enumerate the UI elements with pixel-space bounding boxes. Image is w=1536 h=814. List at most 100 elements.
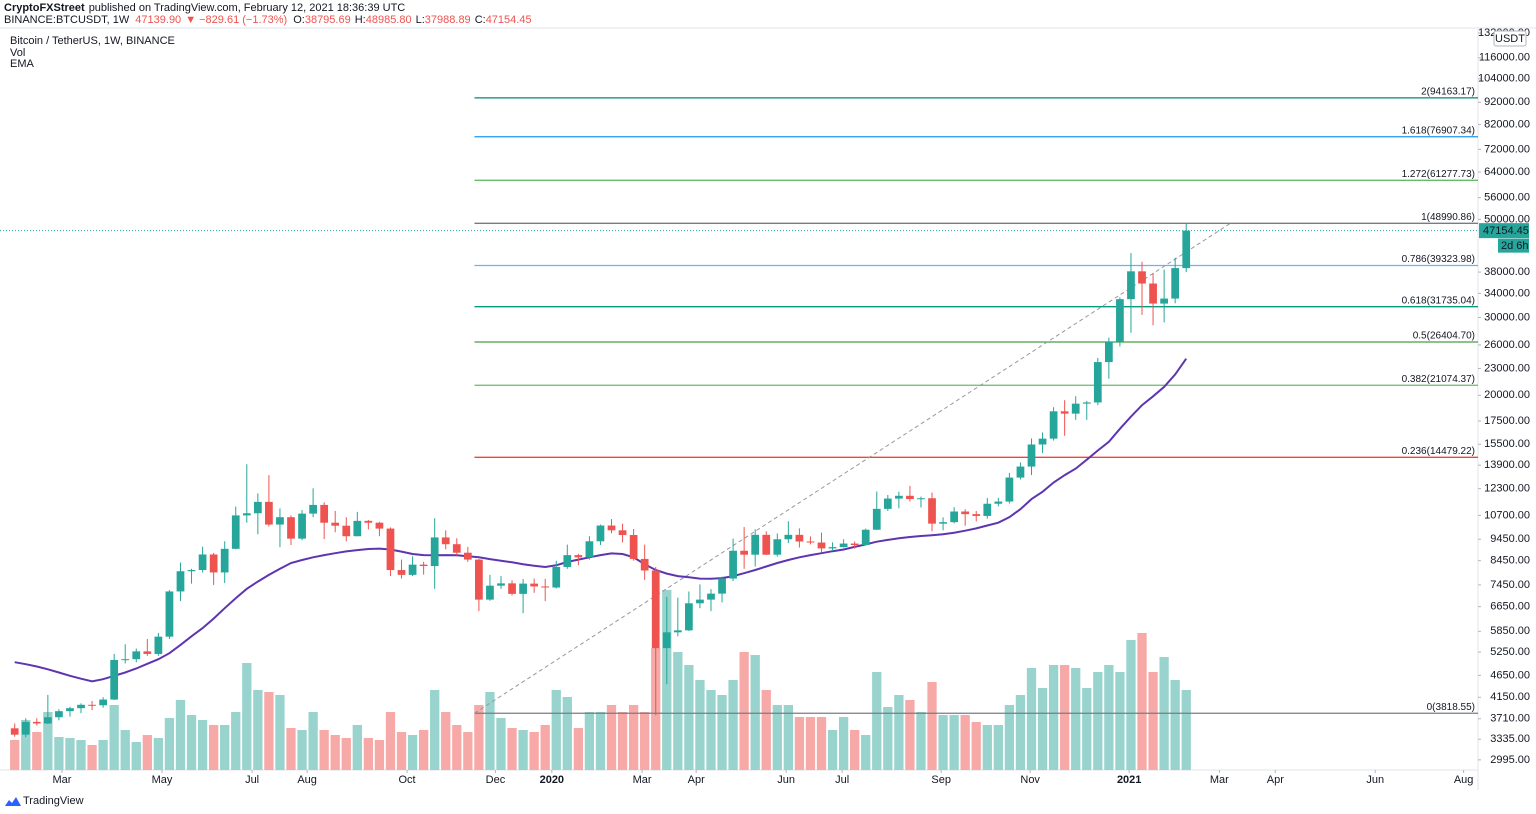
volume-bar [794,717,805,770]
volume-bar [10,740,20,770]
volume-bar [153,738,164,770]
volume-bar [142,735,152,770]
x-tick-label: 2021 [1117,774,1141,786]
volume-bar [418,730,429,770]
candle-body [828,547,837,549]
candle-body [220,548,229,573]
y-tick-label: 104000.00 [1478,73,1530,85]
candle-body [883,498,892,509]
volume-bar [640,712,650,770]
volume-bar [1170,680,1180,770]
candle-body [320,504,329,523]
candle-body [696,599,704,604]
candle-body [132,651,141,660]
x-tick-label: Mar [1210,774,1229,786]
candle-body [574,555,583,558]
ohlc-key: L: [416,14,425,26]
volume-bar [838,717,849,770]
candle-body [1060,411,1069,414]
candle-body [1104,341,1113,363]
volume-bar [264,692,274,770]
candle-body [795,534,804,542]
candle-body [452,544,461,553]
x-tick-label: Jun [1366,774,1384,786]
volume-bar [573,728,583,770]
candle-body [707,593,715,600]
candle-body [662,632,671,649]
volume-bar [728,680,738,770]
volume-bar [186,715,197,770]
volume-bar [32,732,42,770]
ohlc-value: 47154.45 [486,14,532,26]
candle-body [88,704,96,706]
volume-bar [905,700,915,770]
currency-box[interactable] [1493,30,1527,47]
y-tick-label: 9450.00 [1490,533,1530,545]
currency[interactable]: USDT [1495,33,1525,45]
volume-bar [1015,695,1026,770]
candle-body [77,704,85,709]
volume-bar [208,725,219,770]
volume-bar [1137,633,1147,770]
volume-bar [982,725,992,770]
volume-bar [407,735,418,770]
x-tick-label: Apr [1267,774,1284,786]
volume-bar [352,725,362,770]
volume-bar [297,730,307,770]
candle-body [253,501,262,514]
candle-body [640,558,649,571]
volume-bar [220,725,230,770]
fib-label: 2(94163.17) [1421,86,1475,97]
volume-bar [584,712,595,770]
volume-bar [131,742,141,770]
volume-bar [98,740,108,770]
y-tick-label: 64000.00 [1484,166,1530,178]
fib-label: 0.382(21074.37) [1402,374,1475,385]
candle-body [408,564,417,575]
candle-body [187,570,196,572]
fib-label: 0.618(31735.04) [1402,295,1475,306]
candle-body [596,525,605,542]
ohlc-key: O: [293,14,305,26]
x-tick-label: Aug [1454,774,1474,786]
candle-body [397,570,406,575]
volume-bar [496,718,506,770]
volume-bar [783,705,793,770]
last-price: 47139.90 [135,14,181,26]
volume-bar [231,712,241,770]
candle-body [386,528,395,571]
candle-body [99,699,107,706]
candle-body [1149,283,1157,304]
candle-body [784,534,793,540]
volume-bar [441,712,451,770]
volume-bar [1126,640,1136,770]
candle-body [861,529,870,546]
y-tick-label: 17500.00 [1484,415,1530,427]
y-tick-label: 4650.00 [1490,669,1530,681]
price-tag [1479,223,1529,239]
symbol-line: BINANCE:BTCUSDT, 1W 47139.90 ▼ −829.61 (−1… [4,14,532,26]
x-tick-label: Mar [53,774,72,786]
candle-body [353,520,362,537]
symbol: BINANCE:BTCUSDT, 1W [4,14,130,26]
candle-body [463,552,472,560]
y-tick-label: 82000.00 [1484,118,1530,130]
candle-body [950,511,958,523]
fib-label: 1(48990.86) [1421,212,1475,223]
candle-body [287,517,295,539]
volume-bar [551,690,561,770]
brand: TradingView [23,795,84,807]
volume-bar [485,692,495,770]
volume-bar [507,728,517,770]
candle-body [928,498,936,524]
candle-body [817,542,826,549]
volume-bar [717,695,727,770]
volume-bar [772,705,782,770]
volume-bar [463,732,473,770]
candle-body [1082,402,1091,404]
change: ▼ −829.61 (−1.73%) [185,14,287,26]
candle-body [419,564,428,567]
candle-body [309,504,317,514]
candle-body [519,583,527,594]
